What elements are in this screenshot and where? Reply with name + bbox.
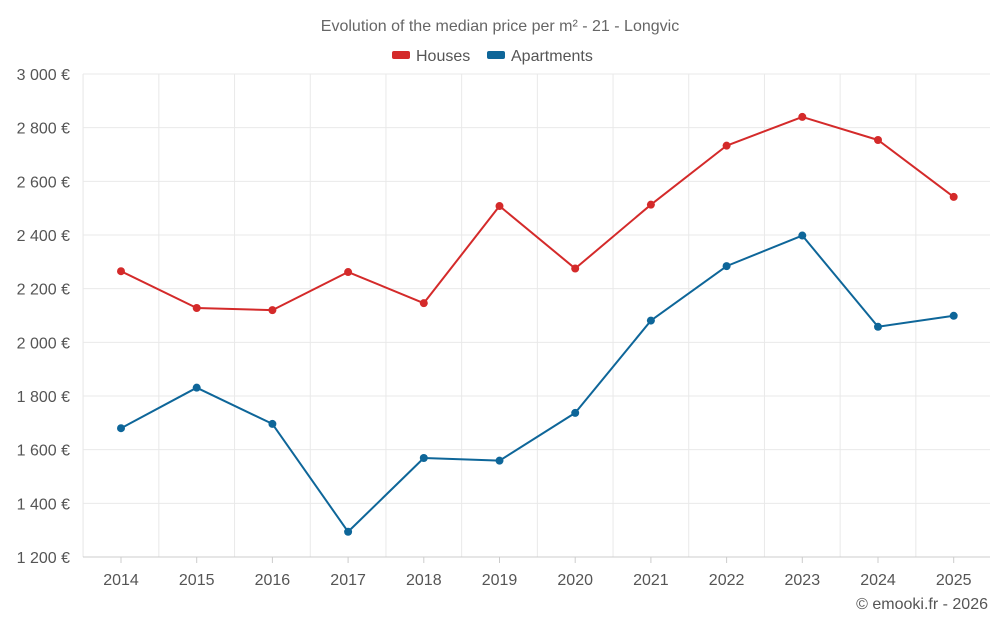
data-point-apartments [874, 322, 882, 331]
data-point-houses [949, 192, 958, 201]
axes: 1 200 € 1 400 € 1 600 € 1 800 € 2 000 € 2 200… [17, 67, 990, 589]
series-group [117, 112, 958, 536]
x-tick-label: 2019 [482, 572, 518, 589]
legend-swatch-houses [392, 51, 410, 59]
y-tick-label: 3 000 € [17, 67, 70, 84]
legend-label-houses[interactable]: Houses [416, 48, 470, 65]
series-line-houses [120, 115, 955, 312]
x-tick-label: 2016 [255, 572, 291, 589]
data-point-houses [268, 306, 277, 315]
y-tick-label: 2 800 € [17, 121, 70, 138]
data-point-apartments [646, 316, 655, 325]
y-tick-label: 1 800 € [17, 389, 70, 406]
x-tick-label: 2014 [103, 572, 139, 589]
y-tick-label: 2 200 € [17, 282, 70, 299]
x-tick-label: 2024 [860, 572, 896, 589]
data-point-houses [192, 303, 201, 312]
data-point-houses [571, 264, 580, 273]
data-point-houses [495, 202, 504, 211]
x-tick-label: 2023 [785, 572, 821, 589]
data-point-apartments [495, 456, 504, 465]
data-point-houses [874, 136, 882, 145]
x-tick-label: 2025 [936, 572, 972, 589]
legend: Houses Apartments [392, 48, 593, 65]
y-tick-label: 1 200 € [17, 550, 70, 567]
x-tick-label: 2015 [179, 572, 215, 589]
x-tick-label: 2018 [406, 572, 442, 589]
y-tick-label: 1 600 € [17, 443, 70, 460]
grid [82, 73, 990, 557]
x-tick-label: 2022 [709, 572, 745, 589]
y-tick-label: 2 400 € [17, 228, 70, 245]
data-point-apartments [344, 527, 353, 536]
data-point-houses [344, 268, 353, 277]
legend-label-apartments[interactable]: Apartments [511, 48, 593, 65]
data-point-apartments [798, 231, 807, 240]
data-point-houses [646, 200, 655, 209]
chart-title: Evolution of the median price per m² - 2… [321, 18, 679, 35]
data-point-apartments [117, 424, 125, 433]
x-tick-label: 2020 [557, 572, 593, 589]
credit-text: © emooki.fr - 2026 [856, 596, 988, 613]
data-point-houses [798, 112, 807, 121]
y-tick-label: 1 400 € [17, 496, 70, 513]
data-point-houses [117, 267, 125, 276]
data-point-apartments [949, 311, 958, 320]
series-line-apartments [120, 234, 954, 533]
data-point-apartments [268, 419, 277, 428]
data-point-apartments [192, 383, 201, 392]
data-point-apartments [419, 453, 428, 462]
data-point-apartments [722, 262, 731, 271]
legend-swatch-apartments [487, 51, 505, 59]
data-point-houses [419, 299, 428, 308]
data-point-houses [722, 141, 731, 150]
y-tick-label: 2 600 € [17, 174, 70, 191]
y-tick-label: 2 000 € [17, 335, 70, 352]
x-tick-label: 2017 [330, 572, 366, 589]
data-point-apartments [571, 408, 580, 417]
x-tick-label: 2021 [633, 572, 669, 589]
